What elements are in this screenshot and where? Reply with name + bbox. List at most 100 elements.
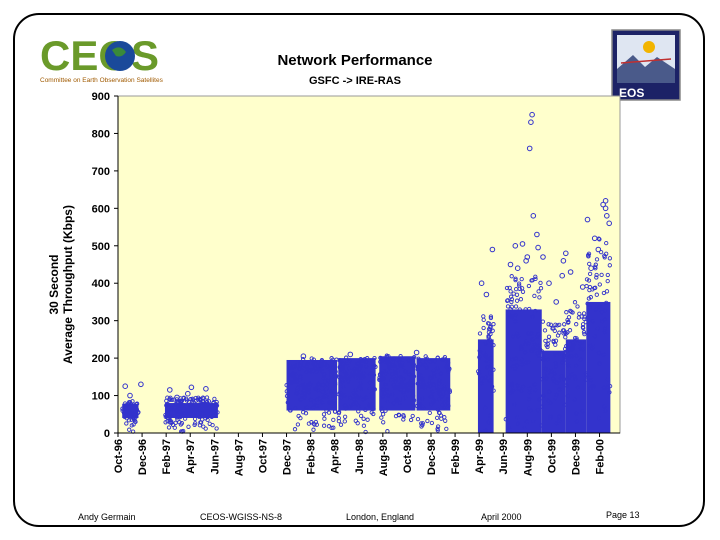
data-point [381,420,386,425]
x-tick-label: Dec-97 [282,439,294,475]
data-point [599,309,605,315]
outlier-point [540,254,546,260]
data-point [358,363,363,368]
data-point [133,405,138,410]
data-point [320,382,326,388]
data-point [567,354,573,359]
data-point [489,359,494,365]
data-point [314,369,319,375]
data-point [530,314,535,319]
data-point [488,413,493,418]
data-point [308,397,314,402]
data-point [565,393,571,399]
data-point [607,390,612,395]
outlier-point [546,280,552,287]
data-point [301,388,307,393]
data-point [352,366,358,371]
data-point [378,355,383,361]
data-point [555,323,560,328]
data-point [134,401,140,406]
data-point [393,370,398,375]
data-point [491,388,496,393]
data-point [347,395,353,400]
outlier-point [122,383,128,390]
data-point [327,400,332,405]
data-point [512,366,518,371]
outlier-point [519,241,526,247]
data-point [536,289,541,294]
data-point [527,390,532,395]
footer-author: Andy Germain [78,512,136,522]
data-point [530,278,535,283]
data-point [186,424,191,429]
data-point [490,328,495,333]
x-tick-label: Feb-00 [595,439,607,474]
data-point [487,378,492,383]
data-point [538,286,544,291]
data-point [295,379,300,384]
data-point [527,397,532,402]
data-point [578,357,583,363]
slide-frame [13,13,705,527]
data-point [602,317,607,322]
data-point [303,383,308,388]
data-point [344,371,349,376]
data-point [444,426,449,432]
outlier-point [584,216,591,223]
data-point [378,377,383,382]
data-point [367,380,373,385]
data-point [401,396,406,402]
sun-icon [643,41,655,53]
outlier-point [174,394,180,401]
data-point [437,378,442,383]
data-point [526,341,531,346]
data-point [434,415,440,421]
data-point [604,289,610,294]
data-point [338,422,344,427]
y-tick-label: 600 [92,203,110,215]
x-tick-label: Dec-99 [570,439,582,475]
data-point [188,408,194,414]
data-point [358,358,363,363]
data-point [428,394,433,400]
data-point [284,389,289,394]
data-point [477,348,482,353]
data-point [342,403,348,408]
data-point [211,409,217,414]
data-point [504,285,510,291]
x-tick-label: Feb-99 [450,439,462,474]
data-point [602,308,608,313]
data-point [369,391,374,397]
data-point [529,348,535,353]
data-point [388,377,394,383]
data-point [304,364,310,369]
data-point [330,363,335,368]
outlier-point [588,265,594,272]
data-point [531,419,536,424]
data-point [412,354,417,360]
eos-badge-graphic: EOS [611,29,681,101]
data-point [517,286,522,291]
data-point [524,419,530,424]
data-point [339,395,344,400]
data-point [347,404,352,410]
data-point [435,366,440,371]
data-point [553,360,558,366]
y-tick-label: 400 [92,278,110,290]
outlier-point [489,246,496,253]
data-point [548,322,554,327]
data-point [551,376,556,382]
data-point [419,421,424,426]
data-point [357,395,362,400]
data-point [195,397,201,402]
x-tick-label: Feb-98 [306,439,318,474]
data-point [484,358,489,363]
data-point [596,350,602,356]
data-point [435,355,440,361]
data-point [564,310,569,315]
outlier-point [167,387,173,393]
data-point [540,319,546,324]
data-point [342,393,347,398]
data-point [601,385,607,390]
